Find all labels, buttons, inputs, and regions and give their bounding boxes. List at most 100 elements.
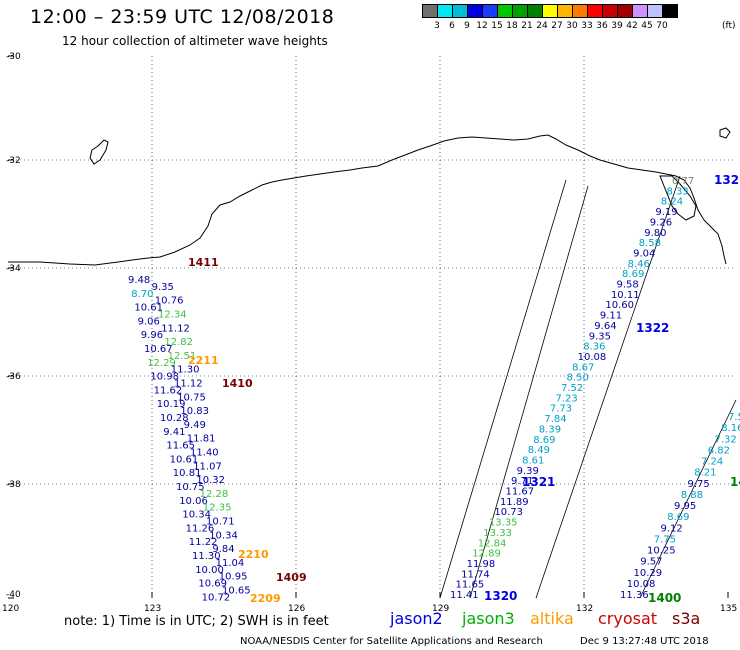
sat-altika: altika (530, 609, 574, 628)
scale-label: 39 (611, 21, 623, 31)
track-time-label: 2209 (250, 592, 281, 605)
map-frame (8, 56, 736, 598)
wave-height-value: 11.30 (171, 365, 200, 376)
wave-height-value: 10.08 (578, 352, 607, 363)
sat-s3a: s3a (672, 609, 701, 628)
wave-height-value: 9.84 (212, 544, 234, 555)
wave-height-value: 8.61 (522, 455, 544, 466)
scale-label: 21 (521, 21, 533, 31)
lon-label-2: 123 (144, 604, 162, 614)
sat-cryosat: cryosat (598, 609, 658, 628)
wave-height-value: 8.46 (628, 259, 650, 270)
wave-height-value: 10.76 (155, 296, 184, 307)
wave-height-value: 11.36 (620, 590, 649, 601)
wave-height-value: 8.24 (661, 197, 683, 208)
wave-height-value: 10.81 (173, 468, 202, 479)
wave-height-value: 9.58 (617, 280, 639, 291)
lat-label-4: -36 (6, 372, 21, 382)
wave-height-value: 11.65 (166, 441, 195, 452)
scale-label: 70 (656, 21, 668, 31)
wave-height-value: 12.84 (478, 538, 507, 549)
wave-height-value: 11.74 (461, 569, 490, 580)
wave-height-value: 8.58 (639, 238, 661, 249)
wave-height-value: 12.34 (158, 310, 187, 321)
track-time-label: 2210 (238, 548, 269, 561)
axis-ticks (8, 55, 729, 599)
wave-height-value: 9.57 (640, 557, 662, 568)
wave-height-value: 10.08 (627, 579, 656, 590)
footer-note: note: 1) Time is in UTC; 2) SWH is in fe… (64, 614, 329, 629)
track-time-label: 1411 (188, 256, 219, 269)
lon-label-1: 120 (2, 604, 20, 614)
scale-label: 45 (641, 21, 653, 31)
wave-height-value: 7.75 (654, 534, 676, 545)
wave-height-value: 9.75 (688, 479, 710, 490)
credit-date: Dec 9 13:27:48 UTC 2018 (580, 636, 709, 647)
wave-height-value: 10.61 (170, 454, 199, 465)
wave-height-value: 11.40 (190, 448, 219, 459)
wave-height-value: 11.65 (456, 580, 485, 591)
wave-height-value: 9.41 (163, 427, 185, 438)
island-east (719, 127, 731, 139)
sat-jason3: jason3 (462, 609, 515, 628)
wave-height-value: 9.26 (650, 217, 672, 228)
wave-height-value: 8.69 (533, 435, 555, 446)
wave-height-value: 8.21 (694, 468, 716, 479)
wave-height-value: 10.19 (157, 399, 186, 410)
wave-height-value: 8.69 (622, 269, 644, 280)
scale-swatch (662, 4, 678, 18)
wave-height-value: 7.52 (561, 383, 583, 394)
grid-lines (8, 56, 736, 598)
wave-height-value: 9.12 (661, 523, 683, 534)
wave-height-value: 9.49 (184, 420, 206, 431)
wave-height-value: 10.34 (209, 530, 238, 541)
lat-label-6: -40 (6, 590, 21, 600)
australia-coastline (8, 134, 727, 266)
color-scale-unit: (ft) (722, 21, 736, 31)
satellite-tracks (439, 175, 737, 599)
track-time-label: 14 (730, 475, 740, 489)
wave-height-value: 11.04 (216, 558, 245, 569)
lat-label-3: -34 (6, 264, 21, 274)
color-scale-bar (422, 4, 678, 18)
map-subtitle: 12 hour collection of altimeter wave hei… (62, 34, 328, 48)
wave-height-value: 10.67 (144, 344, 173, 355)
island-west (89, 139, 109, 165)
wave-height-value: 11.12 (174, 379, 203, 390)
wave-height-value: 11.41 (450, 590, 479, 601)
wave-height-value: 10.98 (150, 372, 179, 383)
wave-height-value: 8.16 (721, 423, 740, 434)
wave-height-value: 9.11 (600, 311, 622, 322)
credit-text: NOAA/NESDIS Center for Satellite Applica… (240, 636, 543, 647)
scale-label: 18 (506, 21, 518, 31)
scale-label: 9 (464, 21, 470, 31)
wave-height-value: 10.25 (647, 546, 676, 557)
wave-height-value: 9.96 (141, 330, 163, 341)
wave-height-value: 10.61 (134, 303, 163, 314)
wave-height-value: 11.89 (500, 497, 529, 508)
track-time-label: 2211 (188, 354, 219, 367)
wave-height-value: 11.98 (467, 559, 496, 570)
wave-height-value: 12.51 (168, 351, 197, 362)
wave-height-value: 11.62 (154, 385, 183, 396)
wave-height-value: 11.30 (192, 551, 221, 562)
wave-height-value: 8.33 (666, 186, 688, 197)
wave-height-value: 7.5 (728, 412, 740, 423)
wave-height-value: 8.49 (528, 445, 550, 456)
wave-height-value: 9.80 (644, 228, 666, 239)
wave-height-value: 10.95 (219, 572, 248, 583)
wave-height-value: 12.35 (203, 503, 232, 514)
map-title: 12:00 – 23:59 UTC 12/08/2018 (30, 6, 335, 28)
lon-label-3: 126 (288, 604, 306, 614)
wave-height-value: 12.28 (200, 489, 229, 500)
wave-height-value: 12.89 (472, 549, 501, 560)
wave-height-value: 10.75 (177, 392, 206, 403)
wave-height-value: 10.60 (605, 300, 634, 311)
wave-height-value: 11.67 (506, 487, 535, 498)
lat-label-2: -32 (6, 156, 21, 166)
wave-height-value: 9.35 (152, 282, 174, 293)
track-time-label: 1320 (484, 589, 517, 603)
wave-height-value: 9.06 (138, 316, 160, 327)
lon-label-4: 129 (432, 604, 450, 614)
scale-label: 42 (626, 21, 638, 31)
